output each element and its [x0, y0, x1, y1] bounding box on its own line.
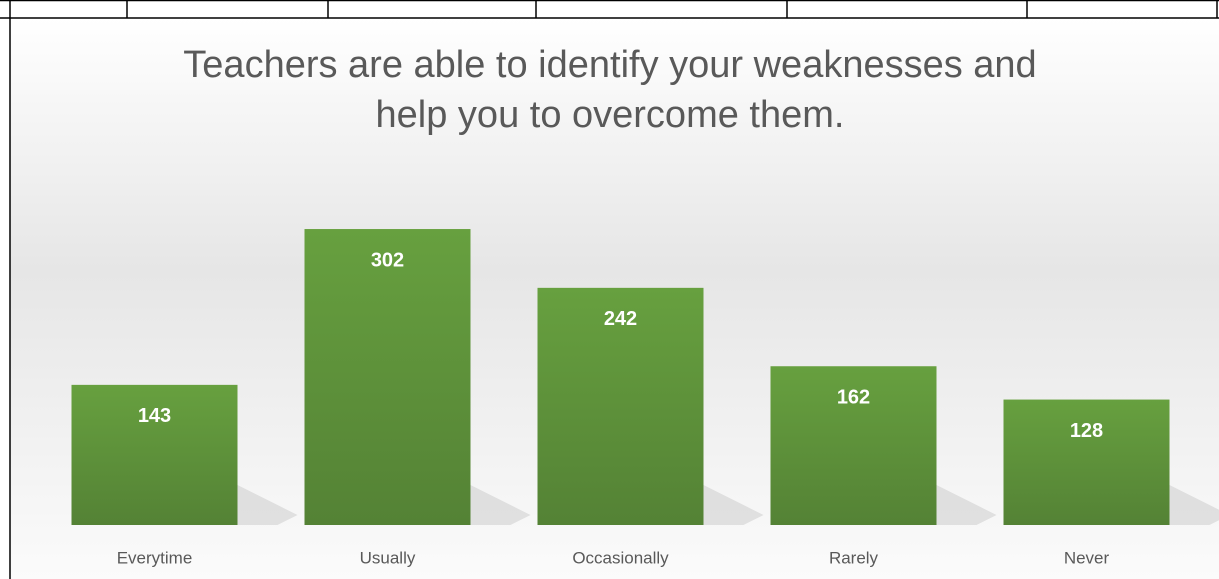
x-tick-label: Never	[1064, 548, 1110, 567]
bar-shadow	[1169, 485, 1219, 525]
data-label: 143	[138, 405, 171, 427]
bar-shadow	[237, 485, 298, 525]
bar	[304, 229, 471, 526]
x-tick-label: Everytime	[117, 548, 193, 567]
chart-title: Teachers are able to identify your weakn…	[183, 44, 1037, 136]
bar-shadow	[703, 485, 764, 525]
bar	[770, 366, 937, 525]
data-label: 302	[371, 249, 404, 271]
x-tick-label: Usually	[360, 548, 416, 567]
bar	[1003, 399, 1170, 525]
data-label: 128	[1070, 420, 1103, 442]
bar-shadow	[470, 485, 531, 525]
bar	[537, 287, 704, 525]
bar-shadow	[936, 485, 997, 525]
bar	[71, 384, 238, 525]
x-tick-label: Occasionally	[572, 548, 669, 567]
data-label: 242	[604, 308, 637, 330]
x-tick-label: Rarely	[829, 548, 879, 567]
data-label: 162	[837, 387, 870, 409]
